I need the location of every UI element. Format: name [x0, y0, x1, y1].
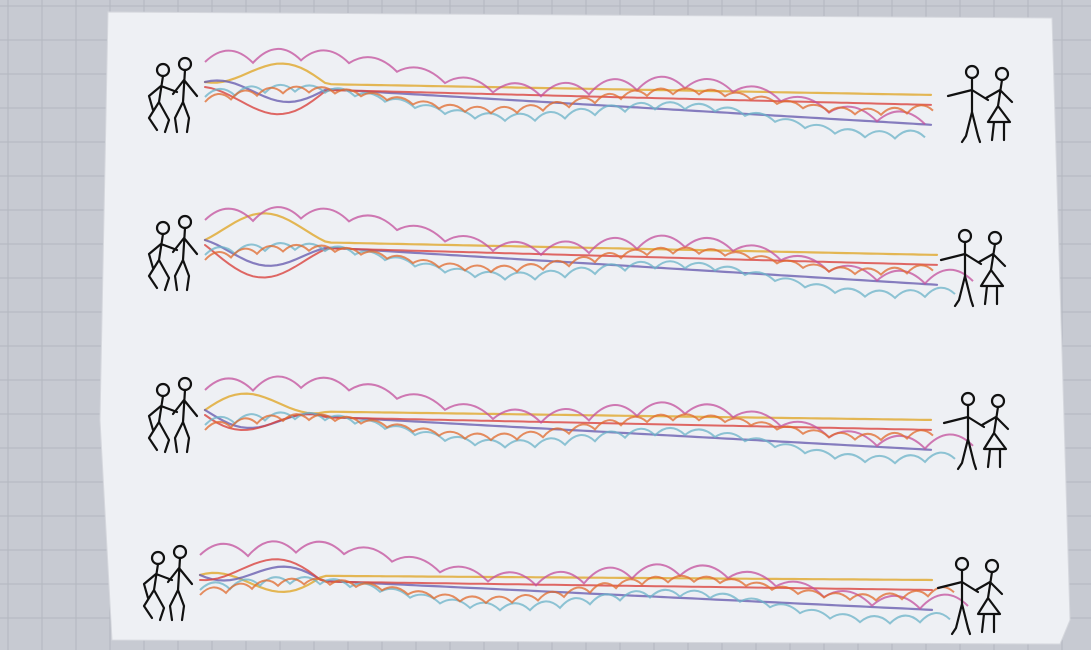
- scribble-line: [203, 212, 939, 256]
- scribble-line: [203, 62, 933, 96]
- scalloped-line: [204, 413, 934, 442]
- scalloped-line: [204, 83, 926, 140]
- scalloped-line: [204, 47, 926, 125]
- scalloped-line: [204, 206, 974, 285]
- scalloped-line: [204, 242, 956, 300]
- scalloped-line: [204, 375, 974, 450]
- scribble-line: [204, 413, 932, 432]
- scribble-line: [203, 238, 939, 286]
- scalloped-line: [199, 540, 969, 611]
- scalloped-line: [199, 576, 951, 625]
- scribble-line: [203, 392, 933, 421]
- scalloped-line: [204, 243, 934, 276]
- scribbles: [198, 47, 974, 625]
- scribble-line: [203, 79, 933, 126]
- scalloped-line: [204, 411, 956, 465]
- scalloped-line: [199, 574, 955, 605]
- drawing-sheet: [99, 11, 1071, 645]
- scribble-line: [198, 571, 934, 594]
- scalloped-line: [204, 85, 934, 117]
